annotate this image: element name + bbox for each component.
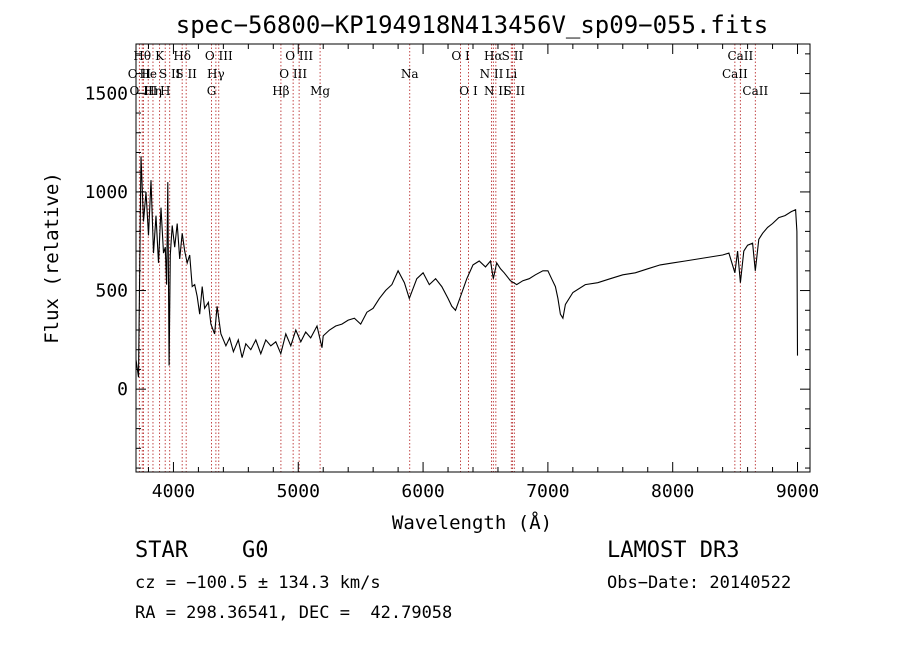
line-label-14: O III <box>279 67 307 81</box>
axis-ticks: 4000 5000 6000 7000 8000 9000 0 500 1000 1500 <box>85 44 819 502</box>
spectrum-chart: spec−56800−KP194918N413456V_sp09−055.fit… <box>41 11 819 534</box>
x-tick-label: 5000 <box>277 481 320 502</box>
line-label-4: Hη <box>144 84 162 98</box>
line-label-7: S II <box>159 67 181 81</box>
line-label-5: K <box>155 49 165 63</box>
line-label-13: Hβ <box>272 84 289 98</box>
y-tick-label: 0 <box>117 379 128 400</box>
object-class: STAR <box>135 538 188 563</box>
emission-line-markers <box>138 44 756 472</box>
ra-dec: RA = 298.36541, DEC = 42.79058 <box>135 603 453 623</box>
line-label-27: CaII <box>727 49 753 63</box>
line-label-25: S II <box>504 84 526 98</box>
y-axis-label: Flux (relative) <box>41 172 63 344</box>
plot-frame <box>135 43 811 473</box>
line-label-11: Hγ <box>207 67 225 81</box>
line-label-16: Mg <box>310 84 330 98</box>
y-tick-label: 500 <box>95 281 128 302</box>
line-label-10: G <box>207 84 217 98</box>
line-label-12: O III <box>205 49 233 63</box>
survey-name: LAMOST DR3 <box>607 538 740 563</box>
line-label-22: N II <box>484 84 508 98</box>
x-tick-label: 4000 <box>152 481 195 502</box>
x-tick-label: 6000 <box>401 481 444 502</box>
line-label-23: Li <box>505 67 517 81</box>
x-tick-label: 8000 <box>651 481 694 502</box>
line-label-24: S II <box>502 49 524 63</box>
line-label-8: Hδ <box>173 49 191 63</box>
redshift-cz: cz = −100.5 ± 134.3 km/s <box>135 573 381 593</box>
observation-date: Obs−Date: 20140522 <box>607 573 792 593</box>
line-label-17: Na <box>401 67 419 81</box>
y-tick-label: 1000 <box>85 182 128 203</box>
spectrum-line <box>135 156 799 378</box>
line-label-2: O III <box>130 84 158 98</box>
line-label-26: CaII <box>722 67 748 81</box>
line-label-6: H <box>160 84 170 98</box>
x-tick-label: 9000 <box>776 481 819 502</box>
line-label-28: CaII <box>742 84 768 98</box>
object-subclass: G0 <box>242 538 269 563</box>
line-label-20: N II <box>480 67 504 81</box>
line-label-19: O I <box>459 84 478 98</box>
chart-title: spec−56800−KP194918N413456V_sp09−055.fit… <box>176 11 768 39</box>
y-tick-label: 1500 <box>85 83 128 104</box>
line-label-9: S II <box>175 67 197 81</box>
x-tick-label: 7000 <box>526 481 569 502</box>
line-label-1: Hθ <box>133 49 151 63</box>
x-axis-label: Wavelength (Å) <box>392 511 552 534</box>
line-label-15: O III <box>285 49 313 63</box>
line-label-18: O I <box>451 49 470 63</box>
line-label-3: He <box>139 67 157 81</box>
line-label-21: Hα <box>484 49 503 63</box>
